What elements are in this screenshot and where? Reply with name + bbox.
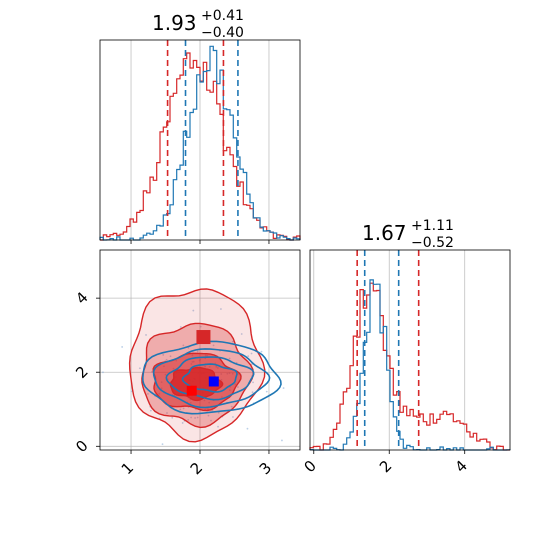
joint-red-peak (196, 330, 211, 345)
joint-blue-contour (152, 348, 271, 409)
joint-sample-point (246, 427, 249, 430)
histogram-y-blue-series (309, 279, 511, 451)
joint-sample-point (171, 416, 174, 419)
histogram-y-panel: 0 2 4 1.67 +1.11 −0.52 (300, 218, 511, 476)
joint-sample-point (250, 352, 253, 355)
joint-sample-point (240, 333, 243, 335)
joint-sample-point (147, 392, 149, 395)
joint-sample-point (282, 387, 285, 389)
histogram-y-title-upper: +1.11 (411, 218, 454, 234)
joint-sample-point (228, 357, 231, 360)
joint-blue-contour (141, 340, 282, 415)
joint-sample-point (165, 358, 168, 361)
joint-x-tick-label: 1 (118, 459, 137, 478)
joint-blue-contour (165, 356, 255, 401)
joint-sample-point (210, 419, 212, 422)
joint-sample-point (145, 334, 147, 336)
joint-y-tick-label: 0 (72, 437, 91, 456)
histogram-y-tick-label: 2 (376, 457, 395, 476)
joint-y-tick-label: 4 (72, 288, 91, 307)
histogram-y-title-lower: −0.52 (411, 235, 454, 251)
joint-sample-point (179, 326, 182, 328)
histogram-y-title: 1.67 (362, 221, 407, 245)
joint-sample-point (179, 408, 182, 411)
joint-sample-point (182, 407, 185, 410)
joint-x-tick-label: 2 (187, 459, 206, 478)
joint-sample-point (181, 422, 184, 424)
joint-sample-point (161, 482, 163, 484)
joint-sample-point (161, 443, 164, 446)
joint-sample-point (121, 346, 124, 348)
histogram-x-title: 1.93 (152, 11, 197, 35)
joint-sample-point (217, 425, 219, 428)
joint-sample-point (212, 344, 215, 347)
joint-sample-point (207, 414, 210, 417)
joint-sample-point (182, 344, 185, 347)
joint-sample-point (251, 391, 254, 394)
joint-sample-point (247, 355, 250, 358)
joint-x-tick-label: 3 (256, 459, 275, 478)
histogram-x-panel: 1.93 +0.41 −0.40 (99, 8, 301, 244)
joint-sample-point (199, 325, 202, 328)
joint-sample-point (252, 381, 254, 384)
joint-sample-point (169, 355, 172, 358)
joint-truth-marker-blue (208, 376, 219, 387)
joint-sample-point (166, 412, 168, 414)
joint-sample-point (149, 409, 152, 412)
joint-sample-point (187, 418, 190, 421)
joint-sample-point (232, 416, 234, 418)
histogram-y-frame (309, 249, 511, 451)
joint-sample-point (130, 390, 133, 393)
joint-sample-point (217, 411, 220, 414)
joint-sample-point (237, 386, 239, 388)
joint-sample-point (196, 416, 199, 419)
joint-sample-point (265, 390, 268, 393)
joint-sample-point (194, 417, 196, 419)
joint-sample-point (102, 371, 104, 374)
joint-sample-point (192, 309, 195, 312)
joint-panel: 1 2 3 0 2 4 (72, 249, 301, 484)
joint-sample-point (196, 350, 199, 353)
joint-sample-point (190, 416, 193, 419)
joint-blue-contour (181, 363, 238, 393)
joint-sample-point (260, 350, 263, 353)
joint-sample-point (231, 340, 234, 343)
joint-sample-point (138, 367, 141, 370)
histogram-x-title-upper: +0.41 (201, 8, 244, 24)
joint-sample-point (281, 439, 283, 442)
histogram-y-tick-label: 0 (300, 457, 319, 476)
histogram-y-red-series (309, 282, 510, 451)
joint-sample-point (230, 405, 233, 408)
joint-truth-marker-red (186, 385, 197, 396)
joint-sample-point (83, 343, 85, 345)
joint-sample-point (150, 371, 153, 373)
histogram-x-title-lower: −0.40 (201, 25, 244, 41)
joint-y-tick-label: 2 (72, 362, 91, 381)
histogram-y-tick-label: 4 (451, 457, 470, 476)
joint-sample-point (220, 308, 222, 310)
joint-sample-point (162, 353, 165, 356)
